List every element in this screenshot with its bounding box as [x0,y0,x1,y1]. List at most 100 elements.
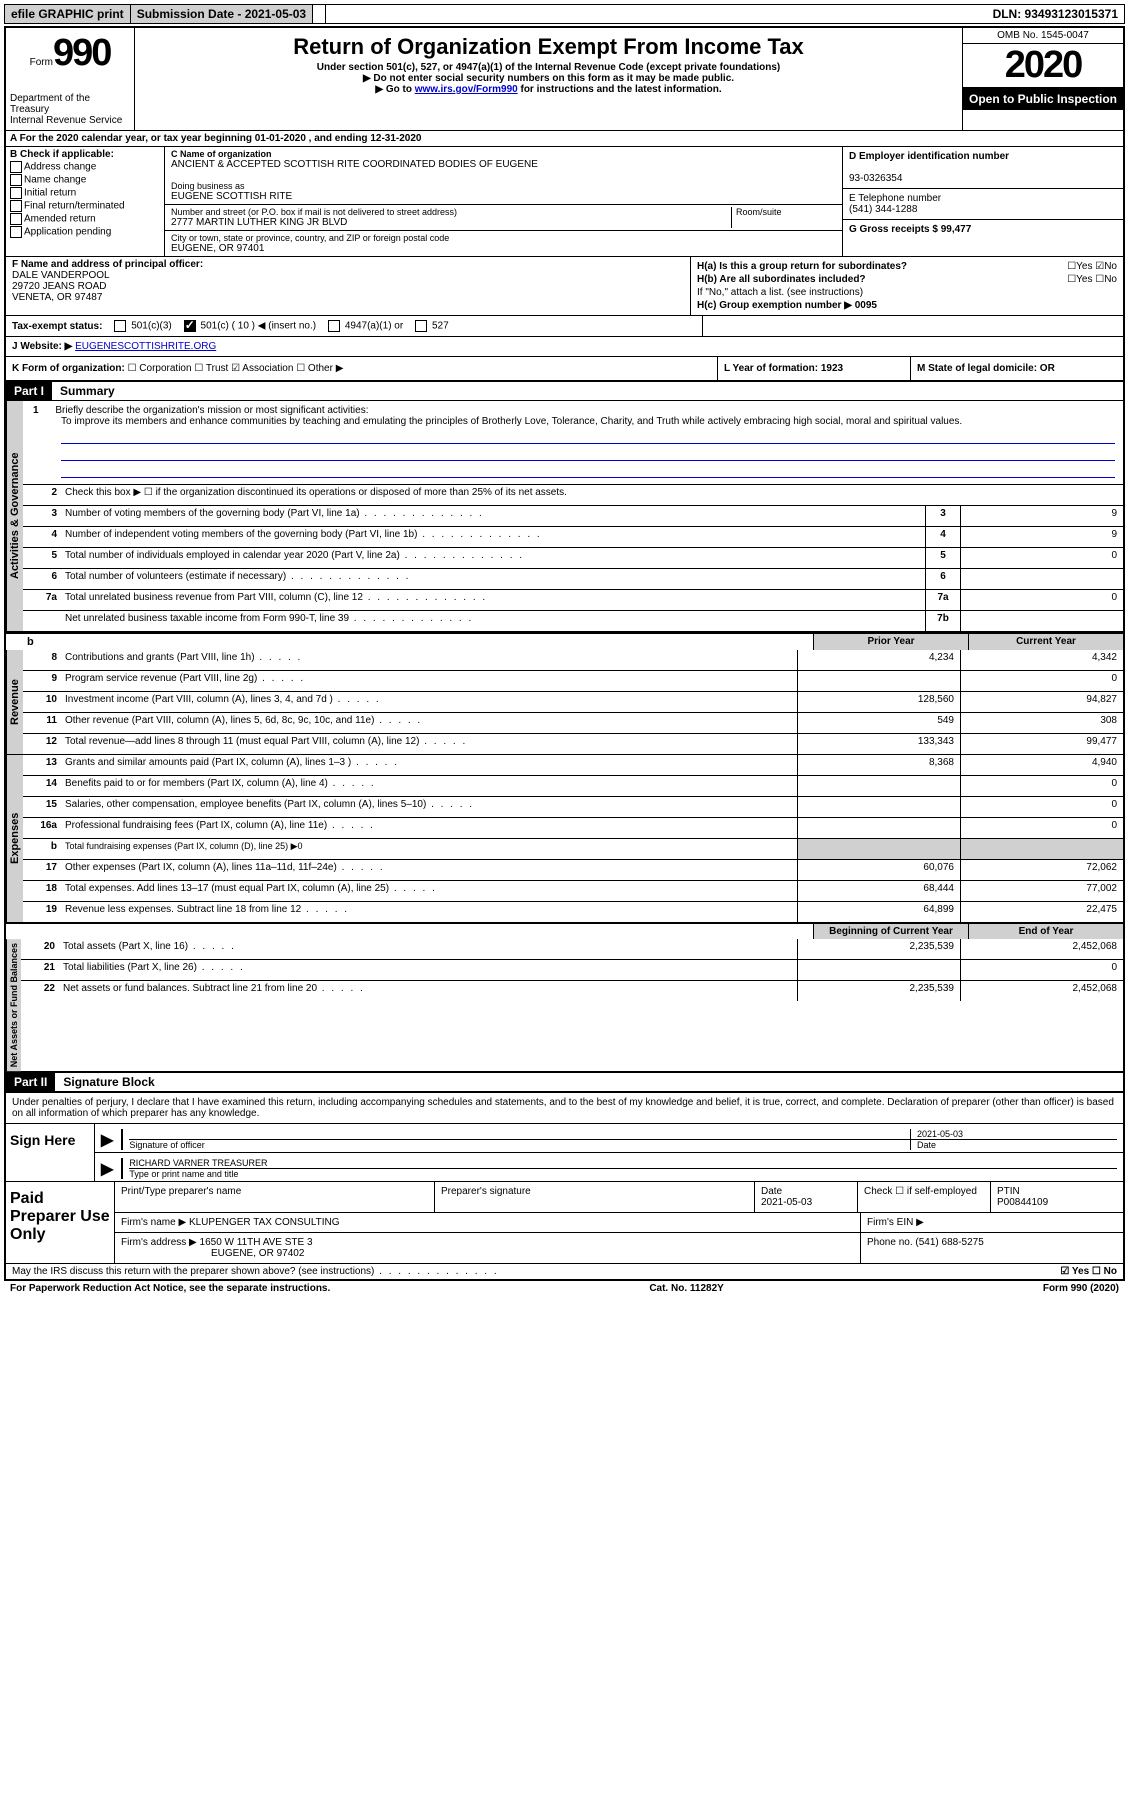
e-label: E Telephone number [849,193,1117,204]
dept-treasury: Department of the Treasury Internal Reve… [10,93,130,126]
data-line: 11Other revenue (Part VIII, column (A), … [23,712,1123,733]
i-label: Tax-exempt status: [12,321,102,332]
prior-current-header: R b Prior Year Current Year [6,632,1123,650]
submission-btn[interactable]: Submission Date - 2021-05-03 [131,5,313,23]
arrow-icon: ▶ [101,1159,113,1179]
mission-block: 1 Briefly describe the organization's mi… [23,401,1123,484]
form-prefix: Form [30,57,53,68]
dba-label: Doing business as [171,181,836,191]
name-block: C Name of organization ANCIENT & ACCEPTE… [165,147,843,256]
klm-row: K Form of organization: ☐ Corporation ☐ … [6,357,1123,382]
b-label: B Check if applicable: [10,149,160,160]
addr-val: 2777 MARTIN LUTHER KING JR BLVD [171,217,731,228]
spacer [313,5,326,23]
tax-status-row: Tax-exempt status: 501(c)(3) 501(c) ( 10… [6,316,703,336]
footer-mid: Cat. No. 11282Y [649,1283,723,1294]
col-cde: C Name of organization ANCIENT & ACCEPTE… [165,147,1123,256]
discuss-row: May the IRS discuss this return with the… [6,1263,1123,1279]
form-990-num: 990 [53,32,110,74]
chk-name[interactable]: Name change [10,174,160,186]
data-line: 14Benefits paid to or for members (Part … [23,775,1123,796]
gov-line: Net unrelated business taxable income fr… [23,610,1123,631]
rev-section: Revenue 8Contributions and grants (Part … [6,650,1123,755]
chk-pending[interactable]: Application pending [10,226,160,238]
city-val: EUGENE, OR 97401 [171,243,836,254]
year-cell: OMB No. 1545-0047 2020 Open to Public In… [962,28,1123,130]
top-bar: efile GRAPHIC print Submission Date - 20… [4,4,1125,24]
preparer-label: Paid Preparer Use Only [6,1182,115,1263]
irs-link[interactable]: www.irs.gov/Form990 [415,84,518,95]
h-cell: H(a) Is this a group return for subordin… [691,257,1123,315]
f-label: F Name and address of principal officer: [12,259,684,270]
gov-line: 4Number of independent voting members of… [23,526,1123,547]
phone-val: (541) 344-1288 [849,204,1117,215]
chk-4947[interactable]: 4947(a)(1) or [328,320,403,332]
prior-year-hdr: Prior Year [813,634,968,650]
footer-left: For Paperwork Reduction Act Notice, see … [10,1283,330,1294]
end-year-hdr: End of Year [968,924,1123,939]
arrow-icon: ▶ [101,1130,113,1150]
data-line: 16aProfessional fundraising fees (Part I… [23,817,1123,838]
f-addr1: 29720 JEANS ROAD [12,281,684,292]
f-cell: F Name and address of principal officer:… [6,257,691,315]
data-line: 15Salaries, other compensation, employee… [23,796,1123,817]
chk-amended[interactable]: Amended return [10,213,160,225]
chk-initial[interactable]: Initial return [10,187,160,199]
l-cell: L Year of formation: 1923 [718,357,911,380]
part1-title: Summary [52,382,123,400]
begin-end-header: N Beginning of Current Year End of Year [6,923,1123,939]
chk-501c3[interactable]: 501(c)(3) [114,320,171,332]
mission-text: To improve its members and enhance commu… [61,416,962,427]
data-line: 12Total revenue—add lines 8 through 11 (… [23,733,1123,754]
website-link[interactable]: EUGENESCOTTISHRITE.ORG [75,341,216,352]
j-label: J Website: ▶ [12,341,72,352]
g-label: G Gross receipts $ 99,477 [849,224,1117,235]
perjury-text: Under penalties of perjury, I declare th… [6,1092,1123,1123]
chk-501c[interactable]: 501(c) ( 10 ) ◀ (insert no.) [184,320,316,332]
current-year-hdr: Current Year [968,634,1123,650]
data-line: 20Total assets (Part X, line 16)2,235,53… [21,939,1123,959]
gov-section: Activities & Governance 1 Briefly descri… [6,401,1123,632]
chk-final[interactable]: Final return/terminated [10,200,160,212]
data-line: 18Total expenses. Add lines 13–17 (must … [23,880,1123,901]
form-main: Form990 Department of the Treasury Inter… [4,26,1125,1281]
title-cell: Return of Organization Exempt From Incom… [135,28,962,130]
gov-line: 7aTotal unrelated business revenue from … [23,589,1123,610]
d-label: D Employer identification number [849,151,1117,162]
section-b-row: B Check if applicable: Address change Na… [6,147,1123,257]
f-addr2: VENETA, OR 97487 [12,292,684,303]
data-line: 10Investment income (Part VIII, column (… [23,691,1123,712]
exp-section: Expenses 13Grants and similar amounts pa… [6,755,1123,923]
form-number-cell: Form990 Department of the Treasury Inter… [6,28,135,130]
vtab-net: Net Assets or Fund Balances [6,939,21,1071]
gov-line: 6Total number of volunteers (estimate if… [23,568,1123,589]
vtab-rev: Revenue [6,650,23,754]
row-a-period: A For the 2020 calendar year, or tax yea… [6,131,1123,147]
chk-address[interactable]: Address change [10,161,160,173]
addr-label: Number and street (or P.O. box if mail i… [171,207,731,217]
sign-here-row: Sign Here ▶ 2021-05-03 Signature of offi… [6,1123,1123,1181]
subtitle-3: ▶ Go to www.irs.gov/Form990 for instruct… [143,84,954,95]
begin-year-hdr: Beginning of Current Year [813,924,968,939]
data-line: bTotal fundraising expenses (Part IX, co… [23,838,1123,859]
data-line: 19Revenue less expenses. Subtract line 1… [23,901,1123,922]
k-cell: K Form of organization: ☐ Corporation ☐ … [6,357,718,380]
omb-number: OMB No. 1545-0047 [963,28,1123,44]
footer-row: For Paperwork Reduction Act Notice, see … [4,1281,1125,1296]
part2-badge: Part II [6,1073,55,1091]
tax-year: 2020 [963,44,1123,88]
room-label: Room/suite [736,207,836,217]
header-row: Form990 Department of the Treasury Inter… [6,28,1123,131]
right-col: D Employer identification number 93-0326… [843,147,1123,256]
subtitle-2: ▶ Do not enter social security numbers o… [143,73,954,84]
data-line: 17Other expenses (Part IX, column (A), l… [23,859,1123,880]
data-line: 8Contributions and grants (Part VIII, li… [23,650,1123,670]
part1-badge: Part I [6,382,52,400]
gov-line: 2Check this box ▶ ☐ if the organization … [23,484,1123,505]
gov-line: 3Number of voting members of the governi… [23,505,1123,526]
sign-here-label: Sign Here [6,1124,95,1181]
subtitle-1: Under section 501(c), 527, or 4947(a)(1)… [143,62,954,73]
chk-527[interactable]: 527 [415,320,448,332]
efile-btn[interactable]: efile GRAPHIC print [5,5,131,23]
m-cell: M State of legal domicile: OR [911,357,1123,380]
